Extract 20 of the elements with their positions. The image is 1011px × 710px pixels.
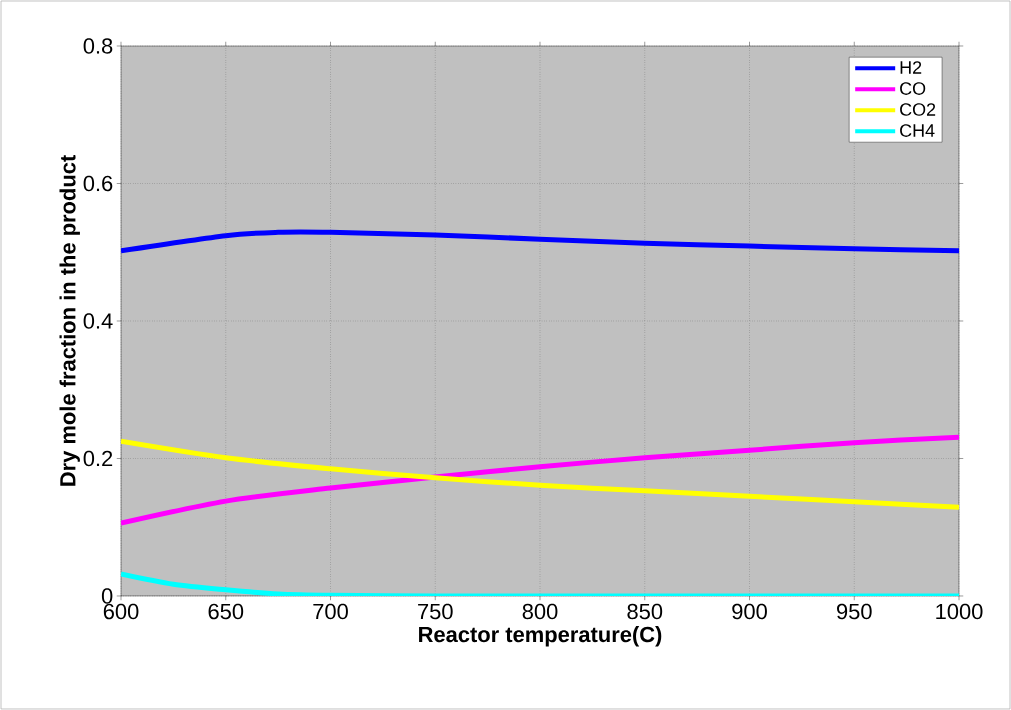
y-tick-label: 0.6 [83, 175, 113, 192]
legend-label: CH4 [900, 124, 935, 137]
x-tick-label: 1000 [936, 603, 983, 620]
y-tick-label: 0.2 [83, 450, 113, 467]
x-tick-label: 800 [522, 603, 558, 620]
x-tick-label: 750 [418, 603, 453, 620]
x-tick-label: 950 [837, 603, 872, 620]
x-tick-label: 900 [732, 603, 767, 620]
legend-label: CO2 [900, 103, 936, 116]
x-tick-label: 850 [627, 603, 663, 620]
x-axis-title: Reactor temperature(C) [419, 626, 662, 647]
x-tick-label: 700 [313, 603, 348, 620]
y-tick-label: 0 [101, 588, 113, 604]
legend-label: CO [900, 82, 926, 95]
y-tick-label: 0.4 [83, 313, 113, 329]
y-axis-title: Dry mole fraction in the product [59, 155, 80, 486]
legend-label: H2 [900, 61, 922, 74]
x-tick-label: 650 [208, 603, 244, 620]
x-tick-label: 600 [103, 603, 139, 620]
y-tick-label: 0.8 [83, 38, 113, 54]
